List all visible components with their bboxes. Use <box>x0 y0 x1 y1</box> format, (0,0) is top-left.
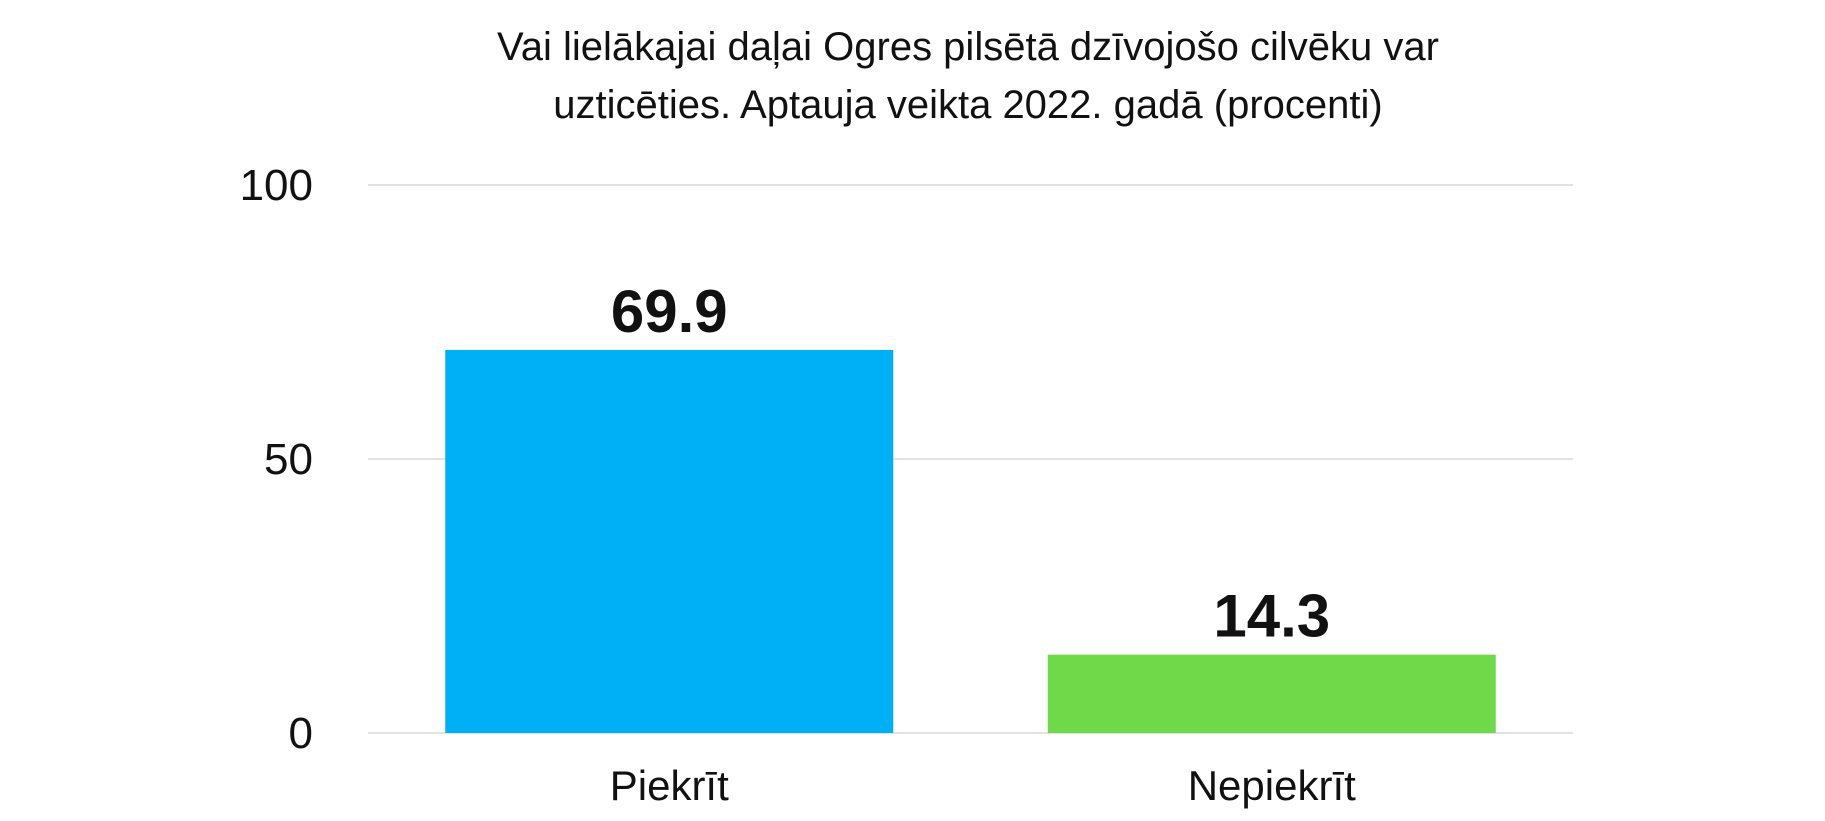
chart-title-line-1: Vai lielākajai daļai Ogres pilsētā dzīvo… <box>497 25 1439 69</box>
x-category-label: Nepiekrīt <box>1188 762 1356 809</box>
bar-1 <box>445 349 894 733</box>
x-category-label: Piekrīt <box>610 762 729 809</box>
chart-title-line-2: uzticēties. Aptauja veikta 2022. gadā (p… <box>553 83 1382 127</box>
bars <box>445 349 1496 733</box>
bar-2 <box>1047 654 1496 733</box>
x-axis-labels: Piekrīt Nepiekrīt <box>610 762 1356 809</box>
y-tick-label: 0 <box>289 709 313 758</box>
value-label: 14.3 <box>1213 583 1330 650</box>
value-label: 69.9 <box>611 278 728 345</box>
y-tick-label: 100 <box>240 161 313 210</box>
chart-title: Vai lielākajai daļai Ogres pilsētā dzīvo… <box>497 25 1439 127</box>
y-axis-ticks: 0 50 100 <box>240 161 313 758</box>
value-labels: 69.9 14.3 <box>611 278 1330 650</box>
y-tick-label: 50 <box>264 435 313 484</box>
